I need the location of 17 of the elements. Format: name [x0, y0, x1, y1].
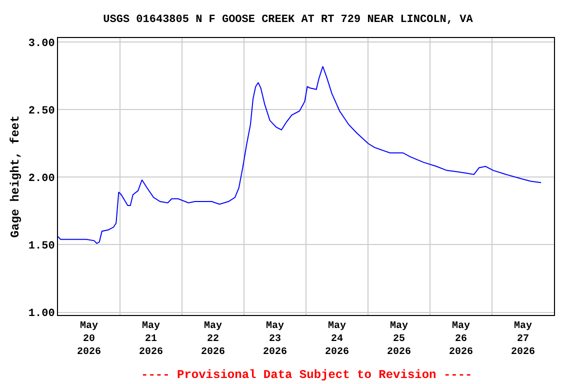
x-tick-label: May 25 2026	[386, 321, 412, 358]
chart-title: USGS 01643805 N F GOOSE CREEK AT RT 729 NEAR LINCOLN, VA	[103, 14, 474, 26]
y-tick-label: 1.00	[28, 308, 55, 320]
x-tick-label: May 20 2026	[76, 321, 102, 358]
x-tick-label: May 21 2026	[138, 321, 164, 358]
text: ---- Provisional Data Subject to Revision ----	[141, 368, 472, 382]
x-tick-label: May 24 2026	[324, 321, 350, 358]
x-tick-label: May 22 2026	[200, 321, 226, 358]
y-axis-title: Gage height, feet	[8, 115, 23, 238]
x-tick-label: May 27 2026	[510, 321, 536, 358]
y-tick-label: 3.00	[28, 38, 55, 50]
x-tick-label: May 23 2026	[262, 321, 288, 358]
y-tick-label: 1.50	[28, 240, 55, 253]
y-tick-label: 2.50	[28, 105, 55, 118]
y-tick-label: 2.00	[28, 173, 55, 186]
x-tick-label: May 26 2026	[448, 321, 474, 358]
line-series	[58, 66, 542, 244]
